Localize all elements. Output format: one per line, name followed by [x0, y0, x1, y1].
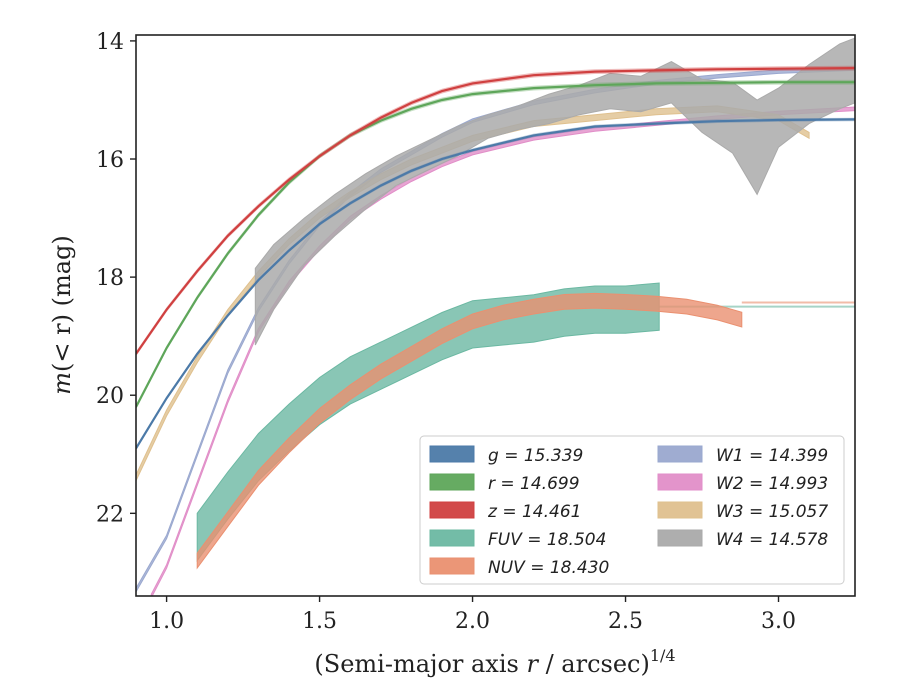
legend: g = 15.339 r = 14.699 z = 14.461 FUV = 18.5… [419, 435, 845, 585]
series-nuv-band [196, 292, 743, 570]
legend-label: W2 = 14.993 [716, 474, 828, 494]
series-r [136, 79, 855, 410]
legend-swatch [657, 501, 703, 519]
x-axis: 1.0 1.5 2.0 2.5 3.0 [149, 596, 796, 634]
legend-label: r = 14.699 [488, 474, 580, 494]
series-w4 [254, 37, 855, 346]
legend-swatch [657, 529, 703, 547]
legend-label: z = 14.461 [487, 502, 581, 522]
x-axis-label-after: / arcsec) [538, 650, 650, 678]
x-tick-label: 3.0 [761, 609, 796, 634]
x-axis-label-r: r [526, 650, 539, 678]
x-axis-label-exponent: 1/4 [650, 646, 676, 665]
series-w3-band [136, 105, 810, 482]
series-r-line [136, 81, 855, 408]
legend-item: W3 = 15.057 [657, 501, 828, 522]
series-w4-band [254, 37, 855, 346]
legend-item: g = 15.339 [429, 445, 583, 466]
y-tick-label: 22 [96, 502, 124, 527]
y-axis: 14 16 18 20 22 [96, 30, 136, 527]
legend-item: FUV = 18.504 [429, 529, 606, 550]
y-tick-label: 20 [96, 384, 124, 409]
legend-swatch [657, 445, 703, 463]
legend-item: W4 = 14.578 [657, 529, 828, 550]
x-axis-label: (Semi-major axis r / arcsec)1/4 [314, 646, 675, 678]
legend-item: W1 = 14.399 [657, 445, 828, 466]
y-axis-label: m(< r) (mag) [48, 235, 76, 395]
legend-swatch [429, 529, 475, 547]
legend-frame [419, 435, 845, 585]
legend-item: r = 14.699 [429, 473, 580, 494]
legend-swatch [429, 473, 475, 491]
legend-swatch [657, 473, 703, 491]
legend-swatch [429, 445, 475, 463]
legend-item: z = 14.461 [429, 501, 581, 522]
legend-swatch [429, 501, 475, 519]
x-tick-label: 1.5 [302, 609, 337, 634]
legend-swatch [429, 557, 475, 575]
plot-frame [135, 34, 856, 597]
legend-item: NUV = 18.430 [429, 557, 609, 578]
legend-label: W3 = 15.057 [716, 502, 828, 522]
y-axis-label-m: m [48, 372, 76, 395]
series-w3 [136, 105, 810, 482]
legend-label: FUV = 18.504 [488, 530, 606, 550]
legend-label: W4 = 14.578 [716, 530, 828, 550]
series-g [136, 117, 855, 451]
series-g-line [136, 118, 855, 449]
series-layer [136, 37, 855, 596]
x-tick-label: 2.5 [608, 609, 643, 634]
legend-label: g = 15.339 [488, 446, 583, 466]
legend-label: W1 = 14.399 [716, 446, 828, 466]
x-tick-label: 1.0 [149, 609, 184, 634]
x-axis-label-before: (Semi-major axis [314, 650, 526, 678]
x-tick-label: 2.0 [455, 609, 490, 634]
y-tick-label: 18 [96, 266, 124, 291]
series-nuv [196, 292, 855, 570]
series-z [136, 65, 855, 357]
series-z-line [136, 67, 855, 355]
y-axis-label-rest: (< r) (mag) [48, 235, 76, 372]
y-tick-label: 14 [96, 30, 124, 55]
y-tick-label: 16 [96, 148, 124, 173]
legend-item: W2 = 14.993 [657, 473, 828, 494]
legend-label: NUV = 18.430 [488, 558, 609, 578]
